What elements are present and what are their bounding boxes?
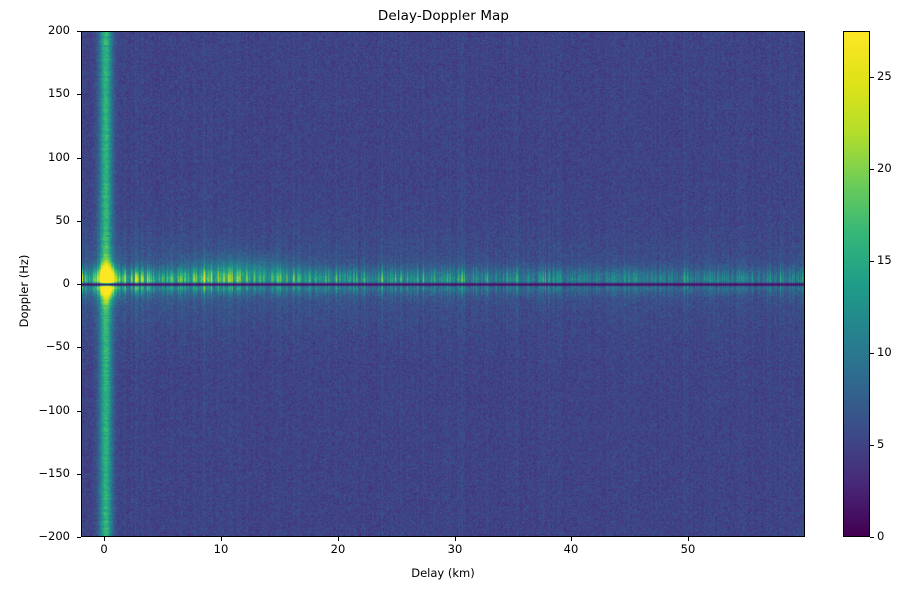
y-axis-label: Doppler (Hz) — [17, 254, 31, 328]
chart-title: Delay-Doppler Map — [377, 8, 510, 24]
x-tick — [571, 537, 572, 541]
y-tick — [77, 158, 81, 159]
x-tick — [104, 537, 105, 541]
y-tick-label: −150 — [38, 466, 70, 480]
colorbar — [843, 31, 870, 537]
y-tick-label: 150 — [48, 86, 70, 100]
y-tick-label: 0 — [62, 276, 70, 290]
colorbar-tick-label: 15 — [877, 253, 892, 267]
colorbar-gradient — [843, 31, 870, 537]
colorbar-tick-label: 10 — [877, 345, 892, 359]
y-tick — [77, 284, 81, 285]
y-tick — [77, 537, 81, 538]
colorbar-tick-label: 20 — [877, 161, 892, 175]
colorbar-tick — [870, 537, 874, 538]
x-tick-label: 30 — [447, 542, 463, 556]
y-tick — [77, 411, 81, 412]
colorbar-tick-label: 25 — [877, 69, 892, 83]
x-axis-label: Delay (km) — [411, 566, 475, 580]
colorbar-tick — [870, 445, 874, 446]
heatmap-axes — [81, 31, 805, 537]
colorbar-tick — [870, 261, 874, 262]
colorbar-tick-label: 0 — [877, 529, 885, 543]
x-tick-label: 20 — [330, 542, 346, 556]
y-tick-label: 200 — [48, 23, 70, 37]
y-tick-label: 50 — [55, 213, 70, 227]
y-tick-label: −50 — [45, 339, 70, 353]
colorbar-tick — [870, 77, 874, 78]
x-tick-label: 40 — [563, 542, 579, 556]
x-tick — [688, 537, 689, 541]
y-tick — [77, 221, 81, 222]
y-tick — [77, 31, 81, 32]
y-tick-label: 100 — [48, 150, 70, 164]
y-tick — [77, 347, 81, 348]
x-tick-label: 50 — [680, 542, 696, 556]
y-tick — [77, 474, 81, 475]
y-tick-label: −200 — [38, 529, 70, 543]
y-tick-label: −100 — [38, 403, 70, 417]
y-tick — [77, 94, 81, 95]
colorbar-tick — [870, 353, 874, 354]
delay-doppler-heatmap — [82, 32, 804, 536]
x-tick — [221, 537, 222, 541]
x-tick-label: 0 — [100, 542, 108, 556]
colorbar-tick — [870, 169, 874, 170]
x-tick — [455, 537, 456, 541]
colorbar-tick-label: 5 — [877, 437, 885, 451]
x-tick-label: 10 — [213, 542, 229, 556]
x-tick — [338, 537, 339, 541]
